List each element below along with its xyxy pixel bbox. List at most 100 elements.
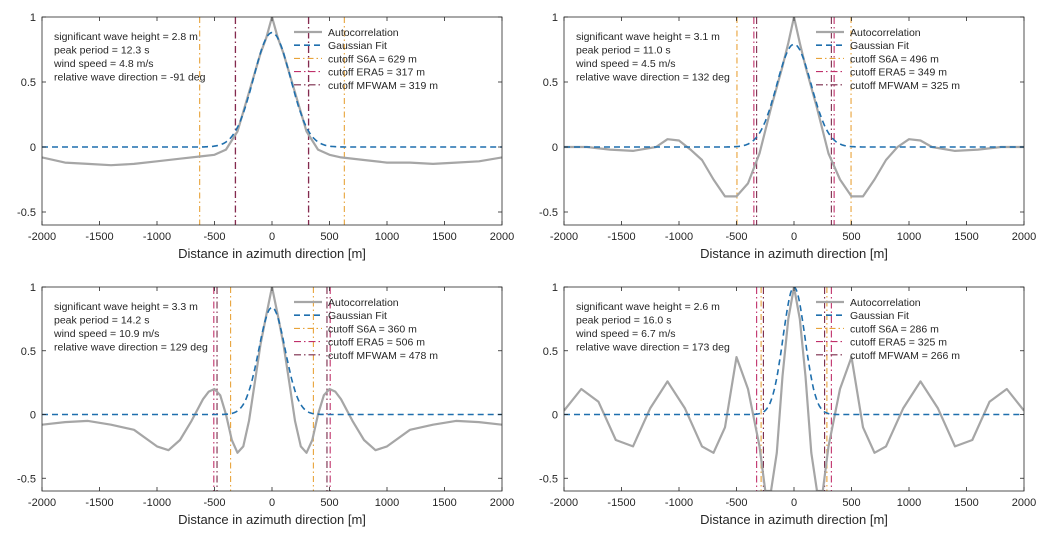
x-axis-label: Distance in azimuth direction [m] bbox=[700, 246, 888, 261]
y-tick-label: 1 bbox=[552, 12, 558, 24]
x-tick-label: -2000 bbox=[28, 497, 56, 509]
annotation-text: relative wave direction = -91 deg bbox=[54, 72, 206, 84]
legend-label: cutoff S6A = 629 m bbox=[328, 53, 417, 65]
x-tick-label: -1000 bbox=[143, 497, 171, 509]
annotation-text: significant wave height = 3.3 m bbox=[54, 301, 198, 313]
x-tick-label: -500 bbox=[725, 231, 747, 243]
legend-label: cutoff ERA5 = 506 m bbox=[328, 337, 425, 349]
y-tick-label: 0.5 bbox=[21, 77, 36, 89]
legend-label: Gaussian Fit bbox=[328, 40, 387, 52]
annotation-text: peak period = 16.0 s bbox=[576, 315, 671, 327]
y-tick-label: -0.5 bbox=[17, 473, 36, 485]
x-tick-label: -1500 bbox=[85, 231, 113, 243]
x-tick-label: 2000 bbox=[1012, 231, 1036, 243]
x-tick-label: -1500 bbox=[607, 231, 635, 243]
x-tick-label: -1000 bbox=[143, 231, 171, 243]
annotation-text: relative wave direction = 132 deg bbox=[576, 72, 730, 84]
annotation-text: significant wave height = 3.1 m bbox=[576, 31, 720, 43]
legend-label: Gaussian Fit bbox=[850, 40, 909, 52]
x-tick-label: 1000 bbox=[897, 231, 921, 243]
x-tick-label: -1500 bbox=[85, 497, 113, 509]
legend-label: cutoff MFWAM = 325 m bbox=[850, 80, 960, 92]
x-tick-label: 1500 bbox=[432, 231, 456, 243]
x-tick-label: 500 bbox=[320, 231, 338, 243]
x-tick-label: -2000 bbox=[28, 231, 56, 243]
y-tick-label: 1 bbox=[30, 12, 36, 24]
annotation-text: relative wave direction = 173 deg bbox=[576, 342, 730, 354]
x-tick-label: -1500 bbox=[607, 497, 635, 509]
y-tick-label: 0.5 bbox=[543, 77, 558, 89]
y-tick-label: 1 bbox=[552, 282, 558, 294]
x-tick-label: -1000 bbox=[665, 497, 693, 509]
annotation-text: peak period = 12.3 s bbox=[54, 45, 149, 57]
y-tick-label: 0 bbox=[552, 142, 558, 154]
legend-label: cutoff MFWAM = 266 m bbox=[850, 350, 960, 362]
plot-area bbox=[42, 17, 502, 225]
x-tick-label: 2000 bbox=[1012, 497, 1036, 509]
chart-panel-2: -2000 -1500 -1000 -500 0 500 1000 1500 2000 -0.5 0… bbox=[539, 12, 1036, 261]
x-tick-label: 0 bbox=[791, 231, 797, 243]
chart-panel-1: -2000 -1500 -1000 -500 0 500 1000 1500 2000 -0.5 0… bbox=[17, 12, 514, 261]
annotation-text: significant wave height = 2.8 m bbox=[54, 31, 198, 43]
chart-panel-4: -2000 -1500 -1000 -500 0 500 1000 1500 2000 -0.5 0… bbox=[539, 282, 1036, 527]
y-tick-label: 1 bbox=[30, 282, 36, 294]
x-tick-label: 500 bbox=[842, 231, 860, 243]
autocorrelation-line bbox=[42, 17, 502, 167]
y-tick-label: 0 bbox=[552, 410, 558, 422]
legend-label: cutoff ERA5 = 325 m bbox=[850, 337, 947, 349]
legend-label: Autocorrelation bbox=[328, 297, 399, 309]
annotation-text: peak period = 14.2 s bbox=[54, 315, 149, 327]
x-tick-label: -2000 bbox=[550, 231, 578, 243]
x-tick-label: -2000 bbox=[550, 497, 578, 509]
x-tick-label: -500 bbox=[203, 231, 225, 243]
plot-area bbox=[564, 287, 1024, 491]
annotation-text: peak period = 11.0 s bbox=[576, 45, 671, 57]
x-axis-label: Distance in azimuth direction [m] bbox=[178, 512, 366, 527]
y-tick-label: 0.5 bbox=[543, 346, 558, 358]
legend-label: cutoff S6A = 360 m bbox=[328, 323, 417, 335]
legend-label: Autocorrelation bbox=[850, 297, 921, 309]
x-tick-label: 0 bbox=[791, 497, 797, 509]
x-axis-label: Distance in azimuth direction [m] bbox=[178, 246, 366, 261]
annotation-text: wind speed = 6.7 m/s bbox=[575, 328, 676, 340]
x-tick-label: -1000 bbox=[665, 231, 693, 243]
x-tick-label: 500 bbox=[320, 497, 338, 509]
legend-label: cutoff ERA5 = 349 m bbox=[850, 67, 947, 79]
y-tick-label: 0.5 bbox=[21, 346, 36, 358]
y-tick-label: -0.5 bbox=[539, 473, 558, 485]
legend-label: Autocorrelation bbox=[328, 27, 399, 39]
x-tick-label: 1000 bbox=[375, 231, 399, 243]
plot-area bbox=[42, 287, 502, 491]
x-tick-label: 1500 bbox=[432, 497, 456, 509]
chart-panel-3: -2000 -1500 -1000 -500 0 500 1000 1500 2000 -0.5 0… bbox=[17, 282, 514, 527]
x-tick-label: -500 bbox=[203, 497, 225, 509]
annotation-text: significant wave height = 2.6 m bbox=[576, 301, 720, 313]
x-tick-label: 2000 bbox=[490, 497, 514, 509]
x-tick-label: 1500 bbox=[954, 231, 978, 243]
autocorrelation-line bbox=[564, 287, 1024, 491]
legend-label: cutoff MFWAM = 478 m bbox=[328, 350, 438, 362]
x-tick-label: -500 bbox=[725, 497, 747, 509]
x-axis-label: Distance in azimuth direction [m] bbox=[700, 512, 888, 527]
legend-label: cutoff MFWAM = 319 m bbox=[328, 80, 438, 92]
annotation-text: wind speed = 4.5 m/s bbox=[575, 58, 676, 70]
legend-label: cutoff S6A = 286 m bbox=[850, 323, 939, 335]
x-tick-label: 1000 bbox=[897, 497, 921, 509]
gaussian-fit-line bbox=[564, 287, 1024, 416]
legend-label: cutoff ERA5 = 317 m bbox=[328, 67, 425, 79]
x-tick-label: 1000 bbox=[375, 497, 399, 509]
legend-label: cutoff S6A = 496 m bbox=[850, 53, 939, 65]
plot-area bbox=[564, 17, 1024, 225]
y-tick-label: 0 bbox=[30, 142, 36, 154]
x-tick-label: 1500 bbox=[954, 497, 978, 509]
y-tick-label: -0.5 bbox=[17, 207, 36, 219]
autocorrelation-line bbox=[564, 17, 1024, 198]
autocorrelation-line bbox=[42, 287, 502, 454]
annotation-text: wind speed = 10.9 m/s bbox=[53, 328, 159, 340]
y-tick-label: 0 bbox=[30, 410, 36, 422]
annotation-text: relative wave direction = 129 deg bbox=[54, 342, 208, 354]
y-tick-label: -0.5 bbox=[539, 207, 558, 219]
legend-label: Autocorrelation bbox=[850, 27, 921, 39]
gaussian-fit-line bbox=[42, 31, 502, 148]
